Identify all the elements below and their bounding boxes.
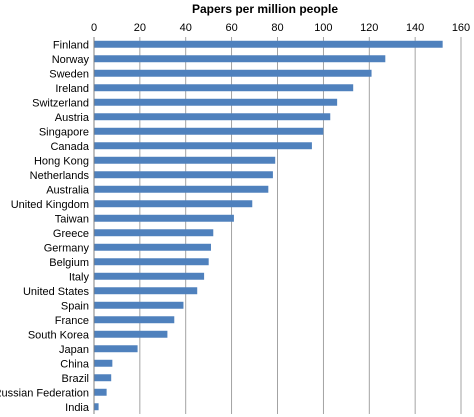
category-label: Singapore [39,126,89,138]
bar [94,243,211,251]
category-label: Greece [53,228,89,240]
category-label: Italy [69,271,90,283]
x-tick-label: 60 [226,22,238,34]
bar [94,330,168,338]
category-labels: Finland Norway Sweden Ireland Switzerland Aus… [0,39,90,414]
bars [94,40,443,411]
category-label: Japan [59,344,89,356]
category-label: Germany [44,242,90,254]
bar [94,229,214,237]
gridlines [139,37,462,414]
x-tick-label: 40 [180,22,192,34]
category-label: Switzerland [32,97,89,109]
bar [94,98,338,106]
bar [94,142,312,150]
category-label: Australia [46,184,90,196]
bar [94,69,372,77]
bar [94,113,331,121]
bar [94,84,354,92]
bar [94,403,99,411]
category-label: France [55,315,89,327]
bar [94,316,175,324]
x-tick-label: 120 [360,22,378,34]
x-tick-label: 20 [134,22,146,34]
x-tick-label: 100 [314,22,332,34]
category-label: Sweden [49,68,89,80]
bar [94,127,324,135]
category-label: Spain [61,300,89,312]
bar [94,388,107,396]
x-tick-label: 140 [406,22,424,34]
category-label: South Korea [28,329,90,341]
bar [94,171,273,179]
category-label: Taiwan [55,213,89,225]
category-label: Netherlands [30,170,90,182]
category-label: Belgium [49,257,89,269]
bar [94,359,113,367]
x-tick-label: 160 [452,22,470,34]
bar [94,185,269,193]
x-axis-ticks: 0 20 40 60 80 100 120 140 160 [91,22,470,34]
bar [94,156,276,164]
bar [94,40,443,48]
category-label: Russian Federation [0,387,89,399]
bar [94,272,205,280]
category-label: Austria [55,112,90,124]
x-tick-label: 80 [271,22,283,34]
category-label: Brazil [61,373,89,385]
bar [94,374,112,382]
category-label: Canada [50,141,89,153]
category-label: United States [23,286,90,298]
bar [94,55,386,63]
axis-title: Papers per million people [192,2,338,16]
bar [94,200,253,208]
bar [94,345,138,353]
bar [94,214,234,222]
bar [94,301,184,309]
category-label: India [65,402,90,414]
category-label: Hong Kong [34,155,89,167]
category-label: United Kingdom [11,199,89,211]
category-label: Finland [53,39,89,51]
bar [94,258,209,266]
category-label: Ireland [55,83,89,95]
x-tick-label: 0 [91,22,97,34]
bar [94,287,198,295]
category-label: China [60,358,90,370]
category-label: Norway [52,54,90,66]
